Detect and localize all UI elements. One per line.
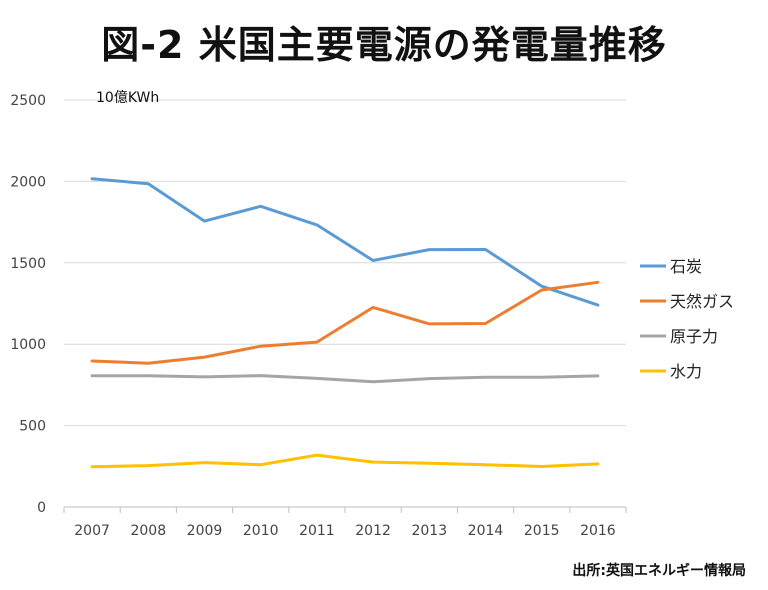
y-axis-ticks: 0 500 1000 1500 2000 2500 [10,93,46,516]
legend-label: 水力 [670,362,702,381]
x-tick-label: 2016 [580,523,616,539]
legend-label: 原子力 [670,327,718,346]
y-tick-label: 2000 [10,174,46,190]
x-tick-label: 2009 [187,523,223,539]
legend-label: 天然ガス [670,292,734,311]
x-tick-label: 2013 [411,523,447,539]
unit-label: 10億KWh [96,90,159,106]
series-line-0 [90,177,600,307]
chart-title: 図-2 米国主要電源の発電量推移 [101,23,667,67]
x-tick-label: 2015 [524,523,560,539]
x-tick-label: 2011 [299,523,335,539]
y-tick-label: 500 [19,419,46,435]
x-tick-label: 2008 [130,523,166,539]
y-tick-label: 1500 [10,256,46,272]
legend-label: 石炭 [670,257,702,276]
x-axis-ticks: 2007 2008 2009 2010 2011 2012 2013 2014 2015 2016 [74,523,616,539]
series-line-1 [90,280,600,365]
x-tick-label: 2014 [468,523,504,539]
series-lines [90,177,600,469]
grid-lines [63,99,627,513]
y-tick-label: 1000 [10,337,46,353]
y-tick-label: 0 [37,500,46,516]
series-line-3 [90,453,600,469]
x-tick-label: 2010 [243,523,279,539]
x-tick-label: 2012 [355,523,391,539]
y-tick-label: 2500 [10,93,46,109]
x-tick-label: 2007 [74,523,110,539]
series-line-2 [90,374,600,384]
source-note: 出所:英国エネルギー情報局 [572,563,746,579]
